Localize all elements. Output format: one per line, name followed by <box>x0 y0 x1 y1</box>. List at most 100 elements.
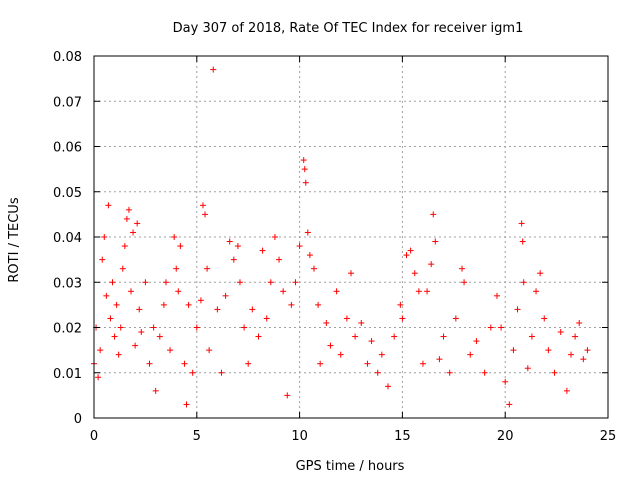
data-point <box>541 315 548 322</box>
data-point <box>481 369 488 376</box>
y-tick-label: 0.06 <box>53 141 82 156</box>
data-point <box>337 351 344 358</box>
data-point <box>181 360 188 367</box>
y-tick-label: 0.07 <box>53 95 82 110</box>
data-point <box>189 369 196 376</box>
y-tick-label: 0.04 <box>53 231 82 246</box>
data-point <box>95 374 102 381</box>
data-point <box>111 333 118 340</box>
data-point <box>138 329 145 336</box>
data-point <box>487 324 494 331</box>
data-point <box>119 265 126 272</box>
data-point <box>271 234 278 240</box>
data-point <box>132 342 139 349</box>
data-point <box>397 301 404 308</box>
data-point <box>333 288 340 295</box>
y-tick-label: 0.08 <box>53 50 82 65</box>
data-point <box>518 220 525 227</box>
data-point <box>432 238 439 245</box>
data-point <box>440 333 447 340</box>
data-point <box>121 243 128 250</box>
data-point <box>323 319 330 326</box>
data-point <box>267 279 274 286</box>
data-point <box>368 338 375 345</box>
data-point <box>173 265 180 272</box>
data-point <box>236 279 243 286</box>
data-point <box>300 157 307 164</box>
data-point <box>399 315 406 322</box>
data-point <box>199 202 206 209</box>
data-point <box>123 215 130 222</box>
data-point <box>315 301 322 308</box>
data-point <box>197 297 204 304</box>
data-point <box>467 351 474 358</box>
x-axis-label: GPS time / hours <box>296 459 405 474</box>
data-point <box>317 360 324 367</box>
data-point <box>520 279 527 286</box>
ticks-layer: 0 5 10 15 20 25 0 0.01 0.02 0.03 0.04 0.05 0.06 0.07 0… <box>53 50 616 444</box>
data-point <box>99 256 106 263</box>
data-point <box>296 243 303 250</box>
data-point <box>446 369 453 376</box>
data-point <box>167 347 174 354</box>
data-point <box>136 306 143 313</box>
data-point <box>214 306 221 313</box>
data-point <box>545 347 552 354</box>
data-point <box>109 279 116 286</box>
data-point <box>364 360 371 367</box>
data-point <box>580 356 587 363</box>
data-point <box>103 292 110 299</box>
data-point <box>461 279 468 286</box>
data-point <box>385 383 392 390</box>
data-point <box>255 333 262 340</box>
data-point <box>459 265 466 272</box>
data-point <box>152 387 159 394</box>
data-point <box>391 333 398 340</box>
data-point <box>259 247 266 254</box>
data-point <box>576 319 583 326</box>
x-tick-label: 15 <box>394 429 411 444</box>
data-point <box>150 324 157 331</box>
data-point <box>107 315 114 322</box>
data-point <box>493 292 500 299</box>
data-point <box>378 351 385 358</box>
data-point <box>407 247 414 254</box>
data-point <box>424 288 431 295</box>
grid-layer <box>94 56 608 418</box>
data-point <box>519 238 526 245</box>
data-point <box>358 319 365 326</box>
data-point <box>506 401 513 408</box>
data-point <box>183 401 190 408</box>
data-point <box>348 270 354 277</box>
data-point <box>557 329 564 336</box>
x-tick-label: 10 <box>291 429 308 444</box>
data-point <box>419 360 426 367</box>
data-point <box>125 206 132 213</box>
x-tick-label: 25 <box>600 429 617 444</box>
data-point <box>245 360 252 367</box>
data-point <box>302 179 309 186</box>
data-point <box>160 301 167 308</box>
data-point <box>185 301 192 308</box>
data-point <box>204 265 211 272</box>
data-point <box>249 306 256 313</box>
y-axis-label: ROTI / TECUs <box>7 197 22 282</box>
data-point <box>162 279 169 286</box>
data-point <box>288 301 295 308</box>
data-point <box>97 347 104 354</box>
data-point <box>430 211 437 218</box>
data-point <box>403 252 410 259</box>
data-point <box>304 229 311 236</box>
data-point <box>230 256 237 263</box>
data-point <box>436 356 443 363</box>
data-point <box>567 351 574 358</box>
data-point <box>343 315 350 322</box>
data-point <box>524 365 531 372</box>
data-point <box>234 243 241 250</box>
data-point <box>130 229 137 236</box>
data-point <box>452 315 459 322</box>
data-point <box>113 301 120 308</box>
data-point <box>310 265 317 272</box>
data-point <box>193 324 200 331</box>
data-point <box>206 347 213 354</box>
